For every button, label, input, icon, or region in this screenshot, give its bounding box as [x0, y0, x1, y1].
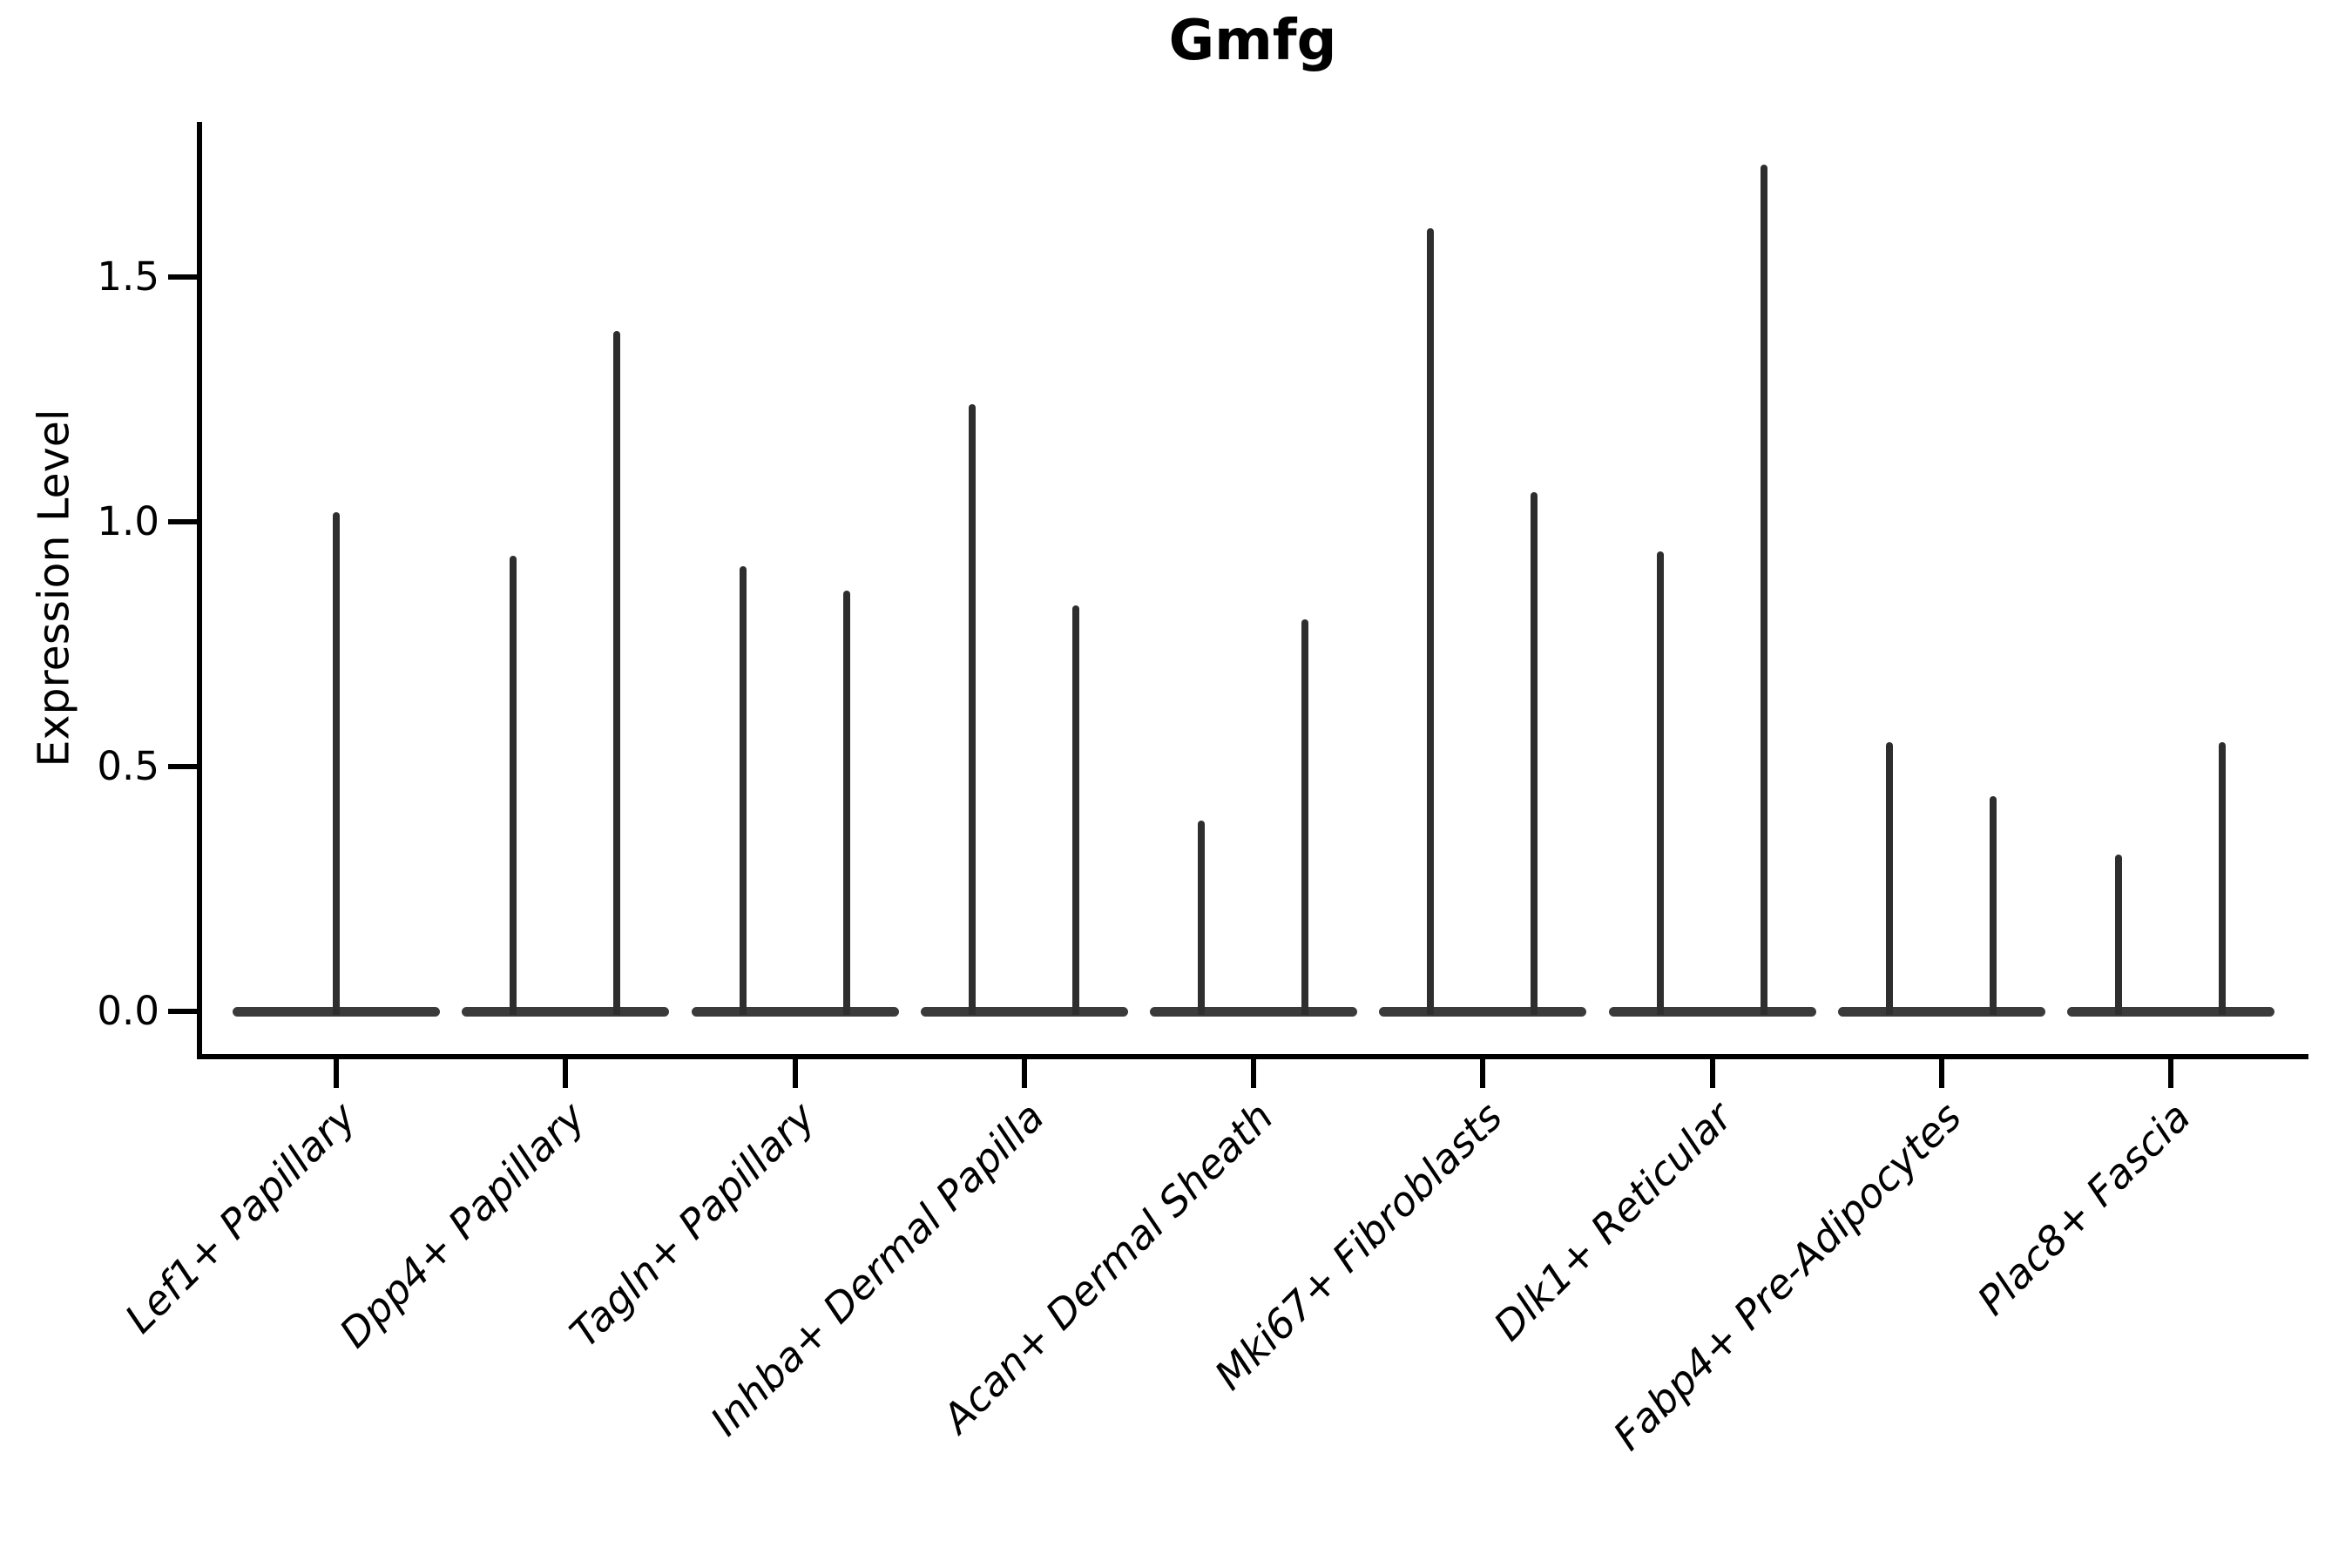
y-tick — [168, 519, 197, 524]
x-tick — [1480, 1059, 1486, 1088]
y-tick-label: 0.0 — [97, 988, 159, 1034]
x-tick — [1938, 1059, 1944, 1088]
violin-spike — [842, 590, 850, 1015]
violin-base — [1837, 1006, 2045, 1017]
x-tick — [2168, 1059, 2173, 1088]
violin-spike — [739, 565, 747, 1015]
x-tick-label: Acan+ Dermal Sheath — [933, 1092, 1282, 1443]
violin-spike — [1301, 619, 1308, 1015]
y-axis-spine — [197, 122, 202, 1059]
y-tick — [168, 1009, 197, 1014]
violin-spike — [1989, 795, 1997, 1015]
y-tick-label: 1.0 — [97, 498, 159, 544]
x-tick-label: Dlk1+ Reticular — [1484, 1092, 1741, 1350]
violin-spike — [1760, 164, 1767, 1015]
violin-base — [1608, 1006, 1816, 1017]
violin-base — [691, 1006, 899, 1017]
x-tick — [334, 1059, 339, 1088]
y-tick-label: 1.5 — [97, 253, 159, 300]
violin-spike — [333, 511, 340, 1015]
x-tick-label: Plac8+ Fascia — [1968, 1092, 2200, 1325]
violin-spike — [1656, 551, 1664, 1015]
x-tick-label: Fabp4+ Pre-Adipocytes — [1604, 1092, 1970, 1460]
x-tick — [1021, 1059, 1027, 1088]
x-tick-label: Dpp4+ Papillary — [330, 1092, 595, 1357]
y-tick — [168, 274, 197, 280]
violin-spike — [1071, 605, 1079, 1015]
x-tick — [1251, 1059, 1256, 1088]
violin-spike — [2115, 855, 2122, 1015]
violin-spike — [510, 556, 517, 1015]
y-tick — [168, 764, 197, 769]
x-tick-label: Inhba+ Dermal Papilla — [700, 1092, 1053, 1445]
y-axis-label: Expression Level — [29, 409, 79, 767]
violin-spike — [2219, 741, 2226, 1015]
violin-base — [2067, 1006, 2274, 1017]
chart-title: Gmfg — [1168, 9, 1337, 73]
violin-spike — [1531, 492, 1538, 1015]
x-tick-label: Mki67+ Fibroblasts — [1206, 1092, 1512, 1399]
x-tick-label: Tagln+ Papillary — [560, 1092, 824, 1357]
violin-base — [1379, 1006, 1587, 1017]
violin-spike — [1198, 820, 1205, 1015]
violin-base — [1150, 1006, 1357, 1017]
y-tick-label: 0.5 — [97, 743, 159, 789]
x-tick — [792, 1059, 798, 1088]
violin-spike — [1885, 741, 1893, 1015]
violin-spike — [613, 330, 621, 1015]
violin-base — [920, 1006, 1128, 1017]
x-axis-spine — [197, 1054, 2308, 1059]
violin-base — [462, 1006, 670, 1017]
x-tick — [563, 1059, 569, 1088]
violin-spike — [968, 404, 976, 1015]
violin-spike — [1427, 227, 1435, 1015]
x-tick — [1709, 1059, 1715, 1088]
